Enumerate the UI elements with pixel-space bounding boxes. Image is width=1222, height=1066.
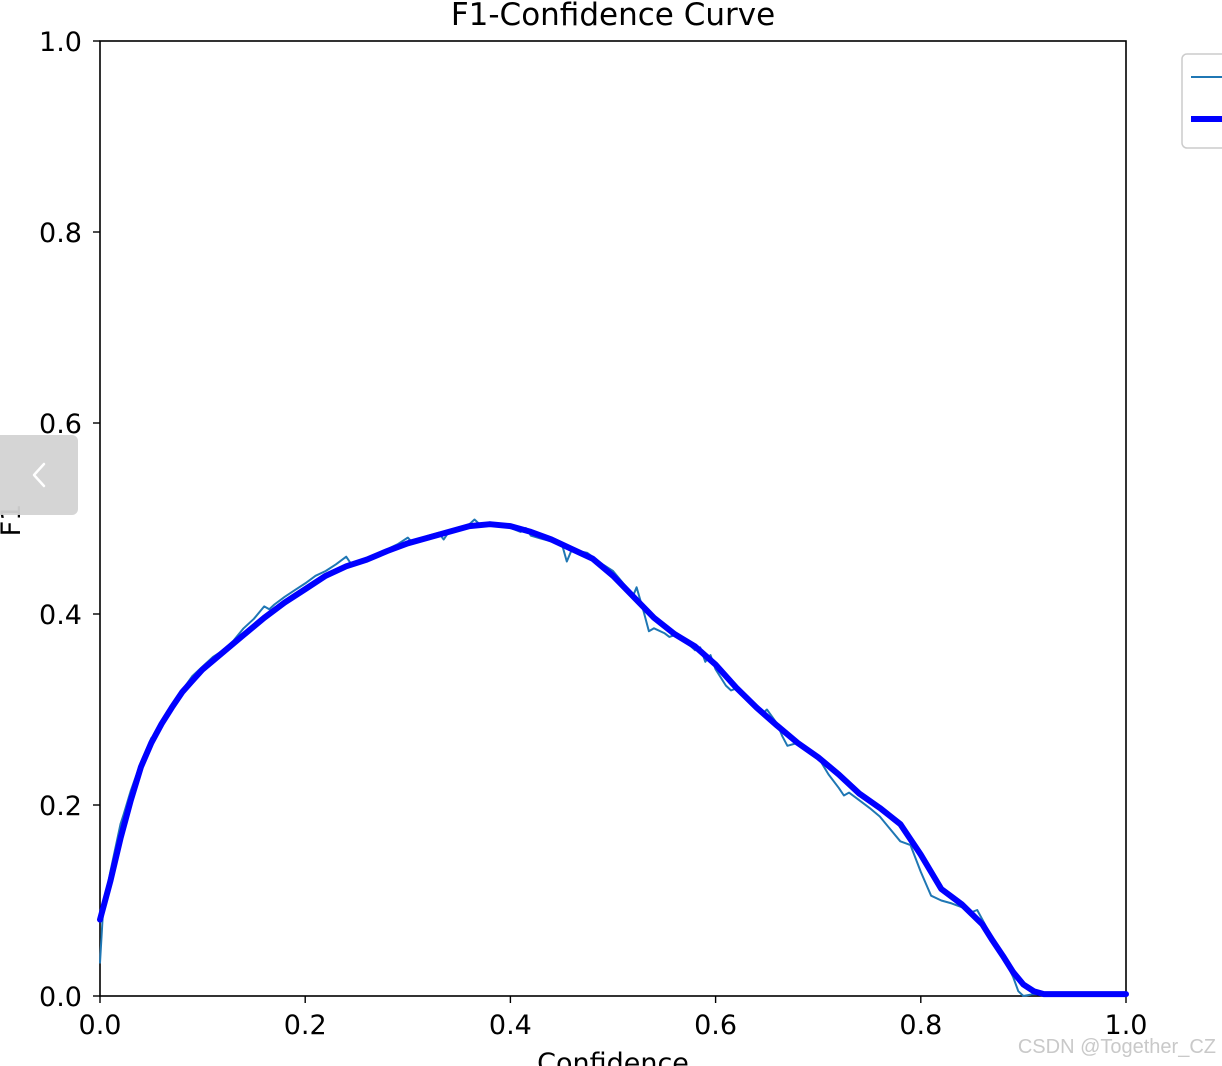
y-tick-label: 0.0 xyxy=(39,982,82,1013)
series-line-2 xyxy=(97,521,1129,998)
y-tick-label: 0.6 xyxy=(39,409,82,440)
plot-area xyxy=(99,40,1127,997)
y-tick-label: 0.8 xyxy=(39,218,82,249)
y-tick-label: 0.2 xyxy=(39,791,82,822)
series-layer xyxy=(97,518,1129,998)
y-tick-label: 0.4 xyxy=(39,600,82,631)
legend-frame xyxy=(1181,53,1222,149)
chart-title: F1-Confidence Curve xyxy=(451,0,775,33)
watermark: CSDN @Together_CZ xyxy=(1017,1036,1216,1058)
x-tick-label: 0.2 xyxy=(284,1010,327,1041)
x-tick-label: 0.6 xyxy=(694,1010,737,1041)
plot-frame xyxy=(99,40,1127,997)
x-axis: 0.0 0.2 0.4 0.6 0.8 1.0 xyxy=(79,996,1148,1041)
chevron-left-icon xyxy=(29,460,49,490)
y-axis: 0.0 0.2 0.4 0.6 0.8 1.0 xyxy=(39,27,100,1013)
x-tick-label: 0.0 xyxy=(79,1010,122,1041)
collapse-sidebar-button[interactable] xyxy=(0,435,78,515)
legend xyxy=(1181,53,1222,149)
x-tick-label: 0.4 xyxy=(489,1010,532,1041)
y-tick-label: 1.0 xyxy=(39,27,82,58)
x-axis-label: Confidence xyxy=(537,1048,689,1066)
x-tick-label: 1.0 xyxy=(1105,1010,1148,1041)
x-tick-label: 0.8 xyxy=(899,1010,942,1041)
